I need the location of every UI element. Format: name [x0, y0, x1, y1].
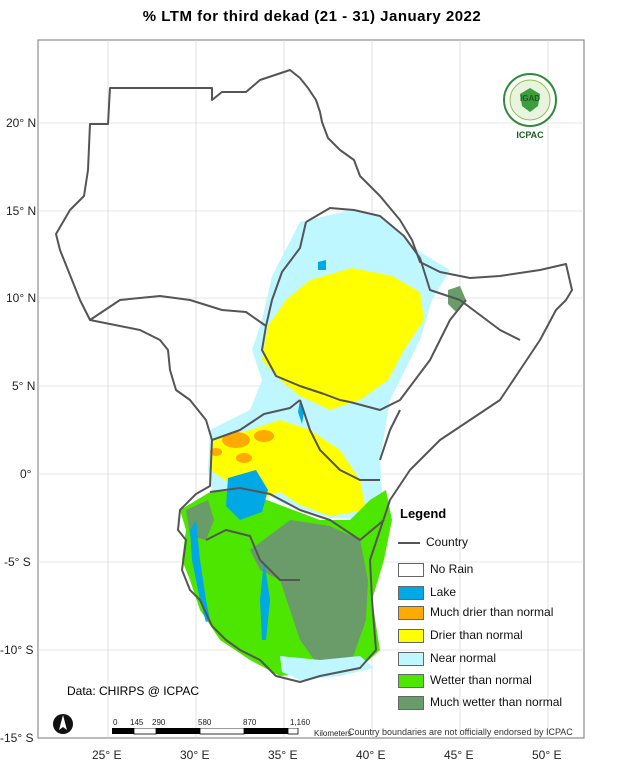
legend-item: Drier than normal	[398, 627, 523, 643]
swatch-no-rain	[398, 562, 424, 577]
swatch-wetter	[398, 673, 424, 688]
swatch-near-normal	[398, 651, 424, 666]
lat-label-20n: 20° N	[6, 116, 37, 130]
lat-label-5n: 5° N	[12, 379, 36, 393]
igad-icpac-logo: IGAD ICPAC	[502, 72, 558, 144]
legend-label-wetter: Wetter than normal	[430, 673, 532, 687]
logo-igad-text: IGAD	[520, 94, 540, 103]
swatch-much-drier	[398, 605, 424, 620]
scale-label-145: 145	[130, 718, 144, 727]
scale-label-870: 870	[243, 718, 257, 727]
legend-country-label: Country	[426, 535, 469, 549]
region-much-wetter	[250, 520, 368, 668]
lat-label-15s: -15° S	[0, 731, 34, 745]
region-much-drier	[210, 430, 274, 463]
lat-label-0: 0°	[20, 467, 32, 481]
legend-label-much-wetter: Much wetter than normal	[430, 695, 563, 709]
legend-label-drier: Drier than normal	[430, 628, 523, 642]
data-credit: Data: CHIRPS @ ICPAC	[67, 684, 199, 698]
legend-item: Near normal	[398, 650, 496, 666]
region-near-normal-south	[280, 656, 374, 680]
country-line-swatch	[398, 541, 420, 544]
scale-label-1160: 1,160	[290, 718, 311, 727]
lat-label-5s: -5° S	[4, 555, 31, 569]
logo-icpac-text: ICPAC	[516, 130, 544, 140]
scale-label-580: 580	[198, 718, 212, 727]
lake-malawi	[260, 560, 270, 640]
lon-label-45e: 45° E	[444, 748, 474, 762]
legend-label-near-normal: Near normal	[430, 651, 497, 665]
legend-item: Wetter than normal	[398, 672, 532, 688]
lat-label-15n: 15° N	[6, 204, 37, 218]
lake-tanganyika	[190, 520, 210, 622]
outline-region	[55, 69, 573, 683]
lat-label-10s: -10° S	[0, 643, 34, 657]
map-title: % LTM for third dekad (21 - 31) January …	[142, 8, 482, 25]
legend-label-lake: Lake	[430, 585, 457, 599]
lon-label-40e: 40° E	[356, 748, 386, 762]
lon-label-30e: 30° E	[180, 748, 210, 762]
lake-turkana	[298, 400, 304, 424]
region-drier-ethiopia	[262, 268, 424, 410]
lake-victoria	[226, 470, 268, 520]
scale-label-290: 290	[152, 718, 166, 727]
legend-item: No Rain	[398, 561, 473, 577]
legend-item: Lake	[398, 584, 456, 600]
boundary-disclaimer: Country boundaries are not officially en…	[348, 727, 573, 737]
lon-label-25e: 25° E	[92, 748, 122, 762]
map-frame	[37, 39, 585, 739]
swatch-much-wetter	[398, 695, 424, 710]
scale-bar	[112, 728, 299, 735]
lake-tana	[318, 260, 326, 270]
country-boundaries	[55, 69, 573, 683]
swatch-drier	[398, 628, 424, 643]
scale-unit: Kilometers	[314, 729, 352, 738]
north-arrow-icon	[53, 714, 73, 734]
lon-label-35e: 35° E	[268, 748, 298, 762]
scale-label-0: 0	[113, 718, 118, 727]
legend-item: Much wetter than normal	[398, 694, 562, 710]
legend-country-line: Country	[398, 534, 468, 550]
legend-label-much-drier: Much drier than normal	[430, 605, 554, 619]
lakes	[190, 260, 326, 640]
legend-item: Much drier than normal	[398, 604, 553, 620]
lon-label-50e: 50° E	[532, 748, 562, 762]
legend-title: Legend	[400, 506, 447, 521]
legend-label-no-rain: No Rain	[430, 562, 474, 576]
lat-label-10n: 10° N	[6, 291, 37, 305]
swatch-lake	[398, 585, 424, 600]
